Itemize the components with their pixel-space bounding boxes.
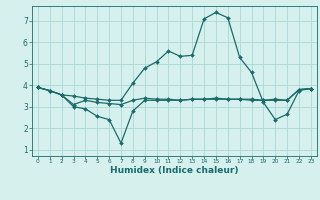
X-axis label: Humidex (Indice chaleur): Humidex (Indice chaleur) (110, 166, 239, 175)
